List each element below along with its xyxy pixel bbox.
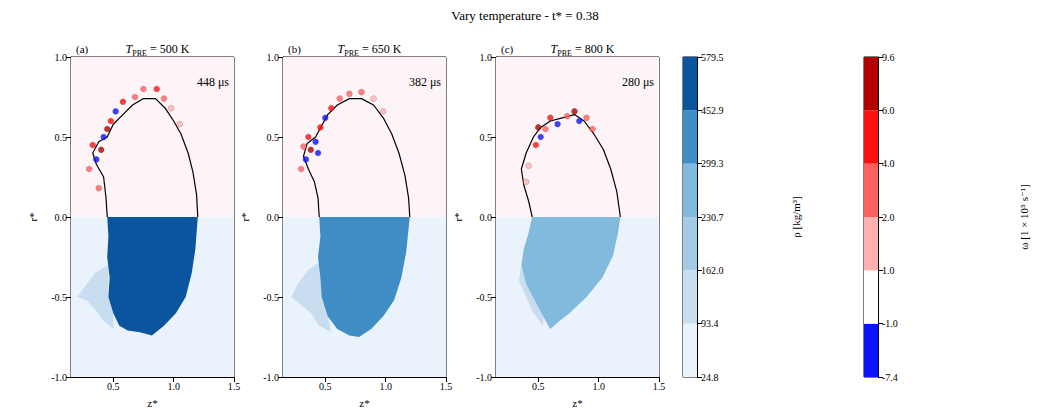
svg-text:0.0: 0.0 — [55, 212, 68, 223]
svg-text:(b): (b) — [288, 43, 301, 56]
svg-text:T: T — [125, 42, 133, 56]
svg-text:2.0: 2.0 — [882, 212, 895, 223]
svg-text:1.0: 1.0 — [379, 381, 392, 392]
svg-text:0.5: 0.5 — [532, 381, 545, 392]
svg-text:(c): (c) — [501, 43, 514, 56]
svg-text:1.5: 1.5 — [440, 381, 453, 392]
svg-text:-1.0: -1.0 — [882, 318, 898, 329]
svg-text:-1.0: -1.0 — [476, 372, 492, 383]
svg-text:452.9: 452.9 — [701, 105, 724, 116]
svg-text:PRE: PRE — [344, 49, 359, 58]
svg-text:1.0: 1.0 — [55, 52, 68, 63]
svg-text:= 650 K: = 650 K — [359, 42, 402, 56]
svg-text:1.5: 1.5 — [228, 381, 241, 392]
svg-text:(a): (a) — [76, 43, 89, 56]
svg-text:0.0: 0.0 — [267, 212, 280, 223]
svg-text:-0.5: -0.5 — [263, 292, 279, 303]
svg-text:9.6: 9.6 — [882, 52, 895, 63]
svg-text:r*: r* — [27, 212, 39, 221]
svg-text:= 500 K: = 500 K — [147, 42, 190, 56]
svg-text:93.4: 93.4 — [701, 318, 719, 329]
svg-text:280 μs: 280 μs — [622, 75, 654, 89]
svg-text:382 μs: 382 μs — [409, 75, 441, 89]
svg-text:1.0: 1.0 — [592, 381, 605, 392]
svg-text:ρ [kg/m³]: ρ [kg/m³] — [790, 196, 802, 237]
svg-text:1.5: 1.5 — [653, 381, 666, 392]
svg-text:1.0: 1.0 — [167, 381, 180, 392]
svg-text:4.0: 4.0 — [882, 158, 895, 169]
svg-text:z*: z* — [572, 397, 582, 409]
svg-text:ω [1 × 10⁵ s⁻¹]: ω [1 × 10⁵ s⁻¹] — [1018, 184, 1030, 250]
svg-text:0.5: 0.5 — [480, 132, 493, 143]
svg-text:-0.5: -0.5 — [476, 292, 492, 303]
svg-text:-7.4: -7.4 — [882, 372, 898, 383]
svg-text:162.0: 162.0 — [701, 265, 724, 276]
svg-text:z*: z* — [359, 397, 369, 409]
svg-text:1.0: 1.0 — [882, 265, 895, 276]
svg-text:1.0: 1.0 — [267, 52, 280, 63]
svg-text:0.0: 0.0 — [480, 212, 493, 223]
svg-text:0.5: 0.5 — [55, 132, 68, 143]
svg-text:z*: z* — [147, 397, 157, 409]
svg-text:0.5: 0.5 — [107, 381, 120, 392]
svg-text:579.5: 579.5 — [701, 52, 724, 63]
svg-text:r*: r* — [452, 212, 464, 221]
svg-text:24.8: 24.8 — [701, 372, 719, 383]
svg-text:230.7: 230.7 — [701, 212, 724, 223]
svg-text:PRE: PRE — [132, 49, 147, 58]
svg-text:T: T — [550, 42, 558, 56]
svg-text:1.0: 1.0 — [480, 52, 493, 63]
svg-text:0.5: 0.5 — [267, 132, 280, 143]
svg-text:r*: r* — [239, 212, 251, 221]
svg-text:-1.0: -1.0 — [263, 372, 279, 383]
svg-text:PRE: PRE — [557, 49, 572, 58]
svg-text:Vary temperature - t* = 0.38: Vary temperature - t* = 0.38 — [451, 8, 598, 23]
svg-text:T: T — [337, 42, 345, 56]
svg-text:0.5: 0.5 — [319, 381, 332, 392]
svg-text:-0.5: -0.5 — [51, 292, 67, 303]
svg-text:299.3: 299.3 — [701, 158, 724, 169]
svg-text:448 μs: 448 μs — [197, 75, 229, 89]
svg-text:-1.0: -1.0 — [51, 372, 67, 383]
svg-text:= 800 K: = 800 K — [572, 42, 615, 56]
svg-text:6.0: 6.0 — [882, 105, 895, 116]
